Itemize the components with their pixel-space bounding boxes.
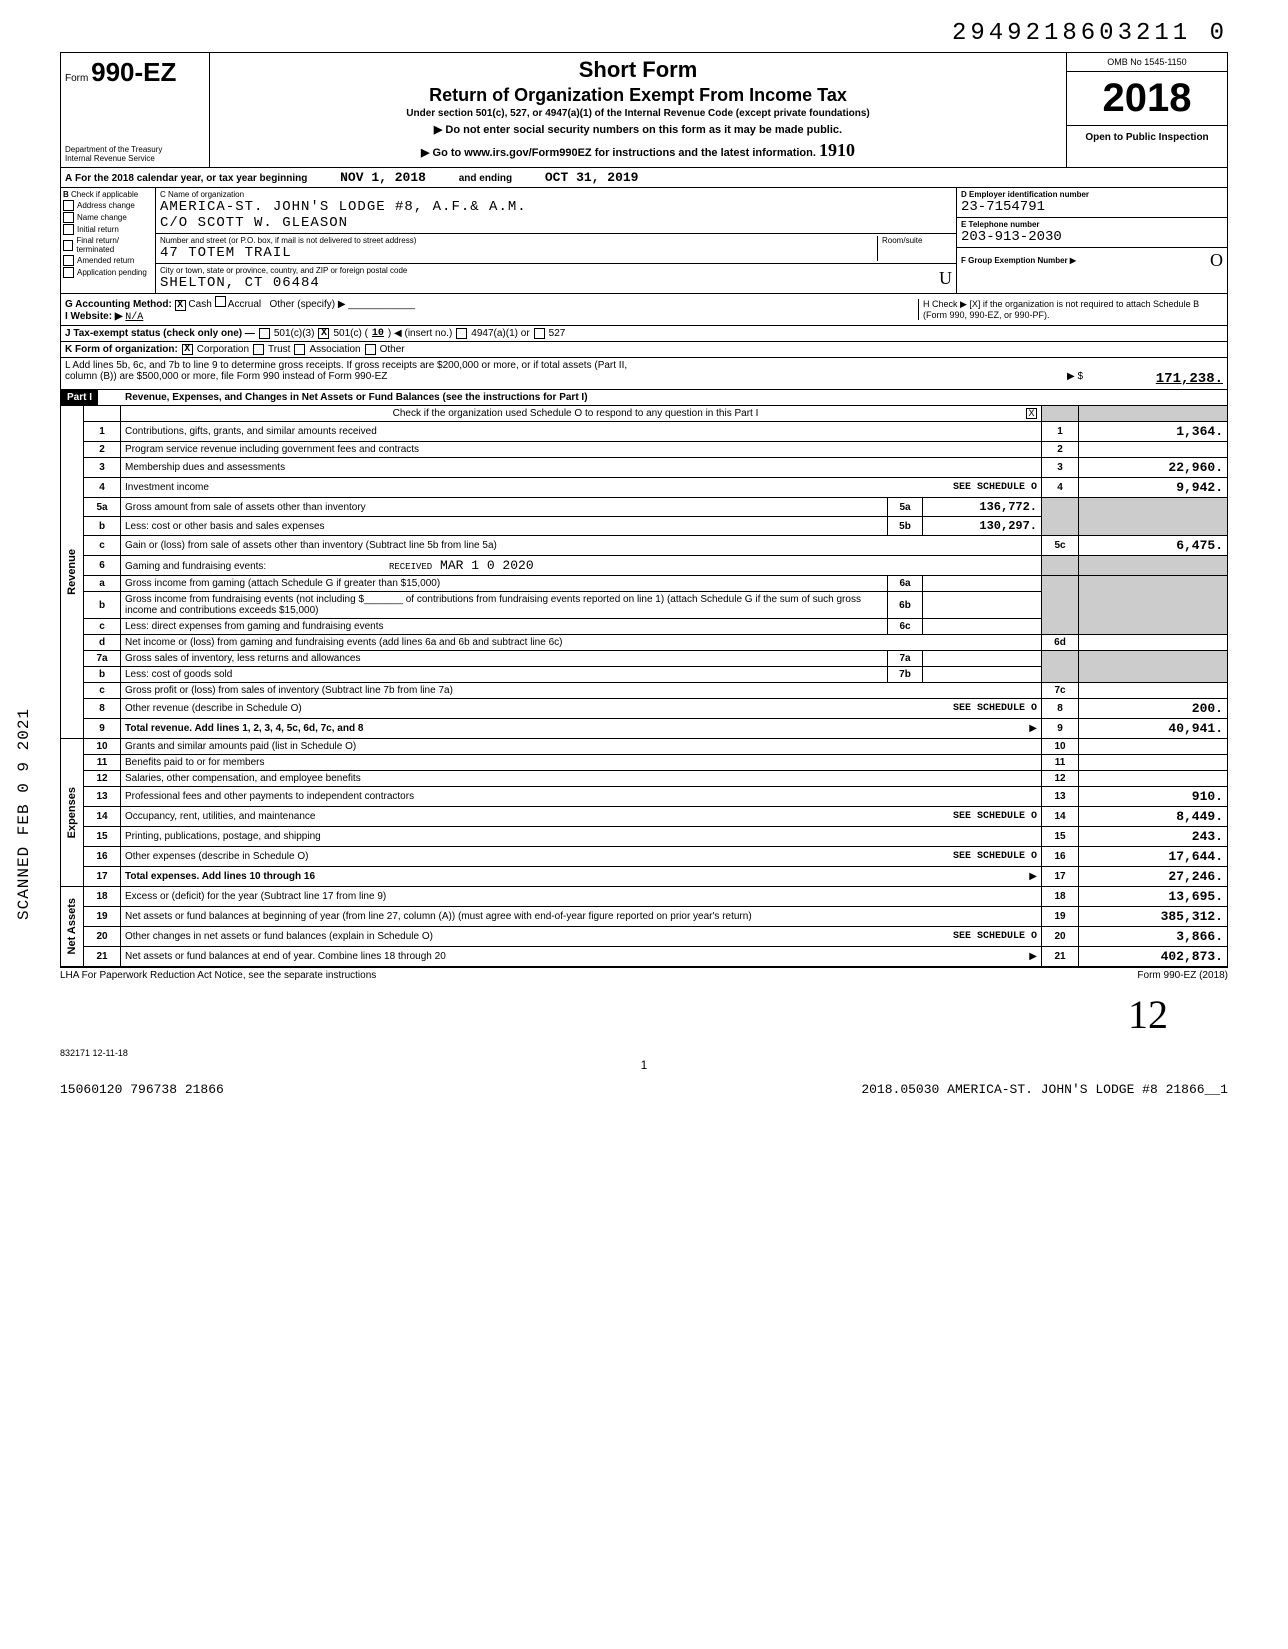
street: 47 TOTEM TRAIL bbox=[160, 245, 877, 261]
city: SHELTON, CT 06484 bbox=[160, 275, 939, 291]
signature: 12 bbox=[60, 991, 1168, 1038]
part1-table: Check if the organization used Schedule … bbox=[83, 406, 1228, 739]
period-row: A For the 2018 calendar year, or tax yea… bbox=[60, 168, 1228, 188]
row-J: J Tax-exempt status (check only one) — 5… bbox=[60, 326, 1228, 342]
website: N/A bbox=[125, 312, 143, 323]
open-public: Open to Public Inspection bbox=[1067, 126, 1227, 149]
period-end: OCT 31, 2019 bbox=[545, 170, 639, 185]
row-G-I: G Accounting Method: X Cash Accrual Othe… bbox=[60, 294, 1228, 326]
hand-U: U bbox=[939, 268, 952, 289]
entity-block: B Check if applicable Address change Nam… bbox=[60, 188, 1228, 294]
501c-check: X bbox=[318, 328, 329, 339]
co-name: C/O SCOTT W. GLEASON bbox=[160, 215, 952, 231]
form-footer: LHA For Paperwork Reduction Act Notice, … bbox=[60, 967, 1228, 981]
net-assets-table: 18Excess or (deficit) for the year (Subt… bbox=[83, 887, 1228, 967]
row-K: K Form of organization: X Corporation Tr… bbox=[60, 342, 1228, 358]
side-net-assets: Net Assets bbox=[66, 898, 78, 954]
received-stamp: RECEIVED MAR 1 0 2020 bbox=[389, 558, 534, 573]
subtitle: Under section 501(c), 527, or 4947(a)(1)… bbox=[216, 108, 1060, 119]
hand-1910: 1910 bbox=[819, 140, 855, 160]
gross-receipts: 171,238. bbox=[1083, 371, 1223, 387]
phone: 203-913-2030 bbox=[961, 229, 1223, 245]
501c-insert: 10 bbox=[372, 328, 384, 339]
sched-b-note: H Check ▶ [X] if the organization is not… bbox=[918, 299, 1223, 320]
form-version: Form 990-EZ (2018) bbox=[1137, 970, 1228, 981]
dept-label: Department of the Treasury Internal Reve… bbox=[65, 145, 205, 163]
check-if-col: B Check if applicable Address change Nam… bbox=[61, 188, 156, 293]
dln-code: 2949218603211 0 bbox=[60, 20, 1228, 47]
scanned-stamp: SCANNED FEB 0 9 2021 bbox=[15, 708, 33, 920]
cash-check: X bbox=[175, 300, 186, 311]
row-L: L Add lines 5b, 6c, and 7b to line 9 to … bbox=[60, 358, 1228, 390]
arrow-ssn: ▶ Do not enter social security numbers o… bbox=[216, 123, 1060, 136]
corp-check: X bbox=[182, 344, 193, 355]
bottom-codes: 15060120 796738 21866 2018.05030 AMERICA… bbox=[60, 1082, 1228, 1097]
part1-header: Part I Revenue, Expenses, and Changes in… bbox=[60, 390, 1228, 406]
rev-code: 832171 12-11-18 bbox=[60, 1048, 1228, 1058]
org-name: AMERICA-ST. JOHN'S LODGE #8, A.F.& A.M. bbox=[160, 199, 952, 215]
form-number: Form 990-EZ bbox=[65, 57, 205, 88]
side-revenue: Revenue bbox=[66, 549, 78, 595]
arrow-url: ▶ Go to www.irs.gov/Form990EZ for instru… bbox=[216, 140, 1060, 161]
tax-year: 2018 bbox=[1067, 72, 1227, 126]
title-short-form: Short Form bbox=[216, 57, 1060, 83]
sched-o-check: X bbox=[1026, 408, 1037, 419]
hand-O: O bbox=[1210, 250, 1223, 271]
side-expenses: Expenses bbox=[66, 787, 78, 838]
expenses-table: 10Grants and similar amounts paid (list … bbox=[83, 739, 1228, 887]
period-start: NOV 1, 2018 bbox=[340, 170, 426, 185]
page-number: 1 bbox=[60, 1058, 1228, 1072]
ein: 23-7154791 bbox=[961, 199, 1223, 215]
title-return: Return of Organization Exempt From Incom… bbox=[216, 85, 1060, 106]
omb-number: OMB No 1545-1150 bbox=[1067, 53, 1227, 72]
form-header: Form 990-EZ Department of the Treasury I… bbox=[60, 52, 1228, 168]
